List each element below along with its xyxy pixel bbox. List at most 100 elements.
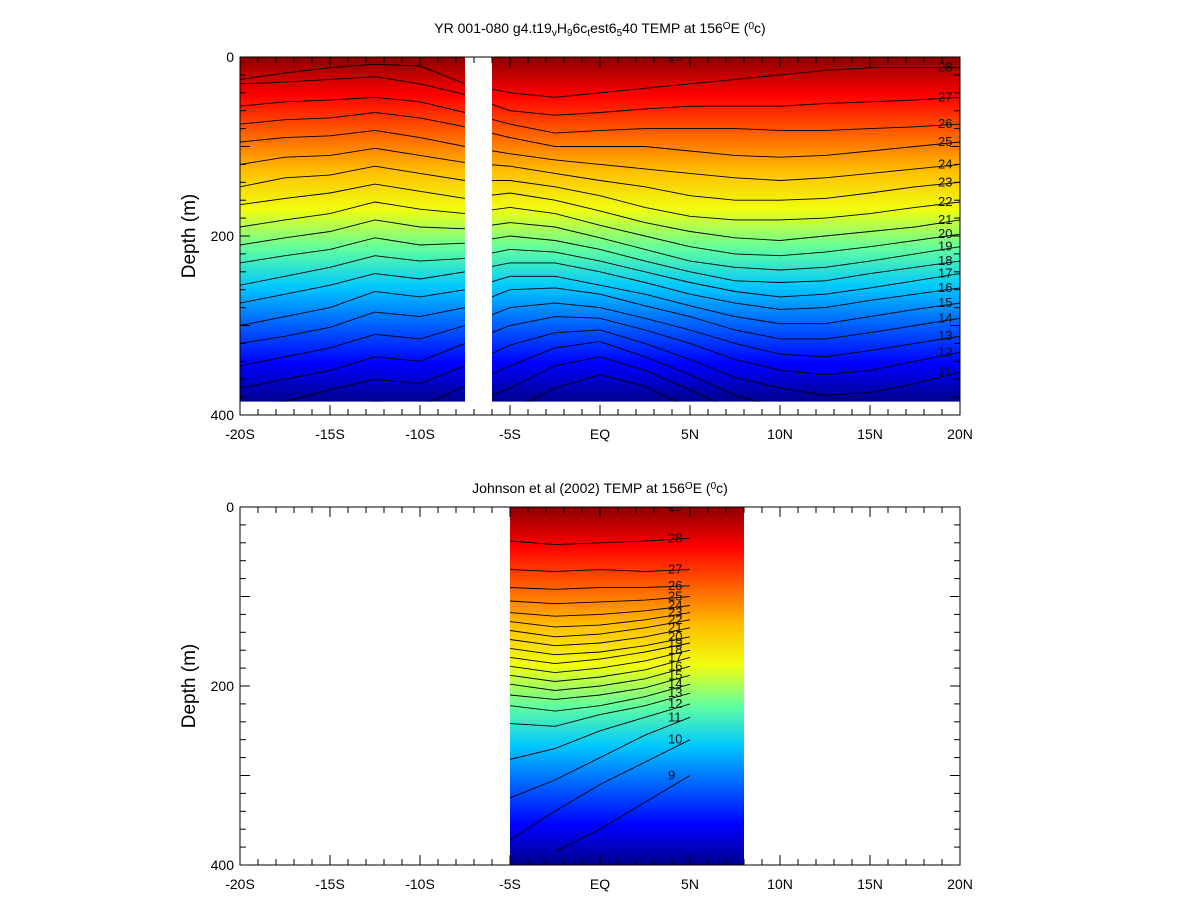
- contour-line: [510, 674, 691, 700]
- contour-line: [510, 683, 691, 712]
- contour-line: [510, 596, 691, 605]
- contour-label: 23: [668, 605, 682, 620]
- panel-model-title: YR 001-080 g4.t19vH96ctest6540 TEMP at 1…: [434, 20, 765, 39]
- contour-label: 15: [668, 667, 682, 682]
- contour-line: [240, 316, 960, 389]
- title-part: YR 001-080 g4.t19: [434, 20, 552, 36]
- contour-label: 28: [668, 530, 682, 545]
- contour-label: 26: [938, 116, 952, 131]
- contour-line: [510, 692, 691, 727]
- contour-label: 22: [668, 612, 682, 627]
- title-part: v: [552, 28, 557, 39]
- contour-line: [240, 235, 960, 283]
- contour-label: 12: [938, 344, 952, 359]
- panel-model-ticks: -20S -15S -10S -5S EQ 5N 10N 15N 20N 0 200 400: [211, 49, 973, 442]
- title-part: E (: [693, 480, 711, 496]
- title-part: c): [716, 480, 728, 496]
- contour-label: 10: [758, 400, 772, 415]
- contour-label: 27: [938, 89, 952, 104]
- contour-line: [510, 665, 691, 691]
- contour-label: 23: [938, 174, 952, 189]
- x-tick-label: 20N: [947, 876, 973, 892]
- contour-line: [329, 341, 781, 402]
- contour-label: 25: [668, 589, 682, 604]
- contour-label: 28: [938, 60, 952, 75]
- contour-label: 25: [938, 134, 952, 149]
- title-part: 0: [748, 21, 754, 32]
- contour-label: 18: [668, 642, 682, 657]
- x-tick-label: EQ: [590, 876, 610, 892]
- contour-line: [464, 356, 736, 402]
- contour-label: 9: [668, 768, 675, 783]
- y-tick-label: 200: [211, 678, 235, 694]
- x-tick-label: -15S: [315, 876, 345, 892]
- contour-label: 20: [938, 226, 952, 241]
- panel-observed-fill: [510, 507, 744, 865]
- contour-label: 16: [938, 280, 952, 295]
- contour-line: [510, 636, 691, 656]
- data-area: [240, 57, 465, 402]
- title-part: Johnson et al (2002) TEMP at 156: [472, 480, 685, 496]
- contour-line: [240, 262, 960, 310]
- contour-label: 17: [668, 649, 682, 664]
- x-tick-label: 20N: [947, 426, 973, 442]
- contour-line: [510, 569, 691, 572]
- title-part: H: [557, 20, 567, 36]
- contour-label: 11: [668, 709, 682, 724]
- panel-observed: Johnson et al (2002) TEMP at 156OE (0c) …: [179, 480, 973, 892]
- contour-line: [510, 537, 691, 546]
- title-part: 40 TEMP at 156: [622, 20, 723, 36]
- title-part: 9: [567, 28, 573, 39]
- contour-line: [240, 329, 960, 402]
- y-tick-label: 400: [211, 857, 235, 873]
- x-tick-label: 15N: [857, 876, 883, 892]
- contour-label: 8: [668, 400, 675, 415]
- contour-line: [510, 612, 691, 628]
- contour-line: [240, 112, 960, 158]
- contour-line: [510, 739, 691, 841]
- x-tick-label: 10N: [767, 876, 793, 892]
- contour-label: 14: [938, 310, 952, 325]
- x-tick-label: -15S: [315, 426, 345, 442]
- title-part: 5: [617, 28, 623, 39]
- contour-label: 20: [668, 629, 682, 644]
- x-tick-label: 5N: [681, 426, 699, 442]
- contour-label: 16: [668, 658, 682, 673]
- contour-label: 29: [668, 499, 682, 514]
- contour-line: [240, 129, 960, 181]
- contour-line: [240, 165, 960, 221]
- contour-label: 24: [938, 156, 952, 171]
- panel-model: YR 001-080 g4.t19vH96ctest6540 TEMP at 1…: [179, 20, 973, 442]
- contour-label: 15: [938, 295, 952, 310]
- title-part: est6: [590, 20, 617, 36]
- x-tick-label: -20S: [225, 426, 255, 442]
- data-area: [510, 507, 744, 865]
- title-part: E (: [731, 20, 749, 36]
- contour-label: 21: [938, 212, 952, 227]
- contour-line: [510, 703, 691, 760]
- y-tick-label: 0: [226, 49, 234, 65]
- contour-line: [240, 147, 960, 201]
- contour-line: [510, 716, 691, 799]
- contour-line: [240, 76, 960, 116]
- contour-line: [510, 642, 691, 665]
- contour-line: [240, 201, 960, 257]
- contour-label: 10: [668, 732, 682, 747]
- contour-line: [240, 287, 960, 344]
- panel-model-ylabel: Depth (m): [179, 194, 200, 278]
- contour-label: 19: [668, 635, 682, 650]
- contour-label: 17: [938, 266, 952, 281]
- panel-observed-title: Johnson et al (2002) TEMP at 156OE (0c): [472, 480, 728, 496]
- x-tick-label: -5S: [499, 426, 521, 442]
- title-part: c): [754, 20, 766, 36]
- contour-label: 18: [938, 253, 952, 268]
- x-tick-label: 10N: [767, 426, 793, 442]
- contour-label: 11: [938, 364, 952, 379]
- contour-label: 21: [668, 620, 682, 635]
- y-tick-label: 0: [226, 499, 234, 515]
- contour-label: 13: [668, 685, 682, 700]
- contour-line: [240, 275, 960, 326]
